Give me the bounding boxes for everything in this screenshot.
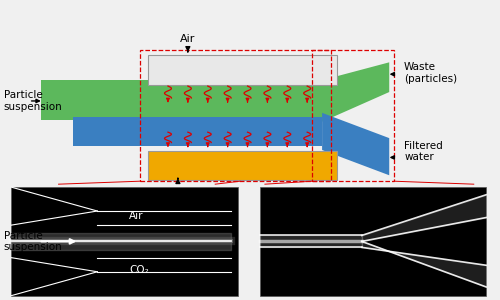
Bar [148,152,337,180]
Text: Filtered
water: Filtered water [404,141,443,162]
Bar [312,50,394,181]
Text: CO₂: CO₂ [129,265,148,275]
Bar [140,50,331,181]
Polygon shape [322,62,389,122]
Polygon shape [322,113,389,175]
Bar [148,55,337,85]
Text: CO₂: CO₂ [168,190,188,200]
Text: Air: Air [129,212,144,221]
Bar [41,80,325,120]
Bar [260,187,486,296]
Bar [74,117,322,146]
Text: Air: Air [180,34,196,44]
Bar [12,187,237,296]
Text: Particle
suspension: Particle suspension [4,231,62,252]
Text: Particle
suspension: Particle suspension [4,90,62,112]
Text: Waste
(particles): Waste (particles) [404,62,458,83]
